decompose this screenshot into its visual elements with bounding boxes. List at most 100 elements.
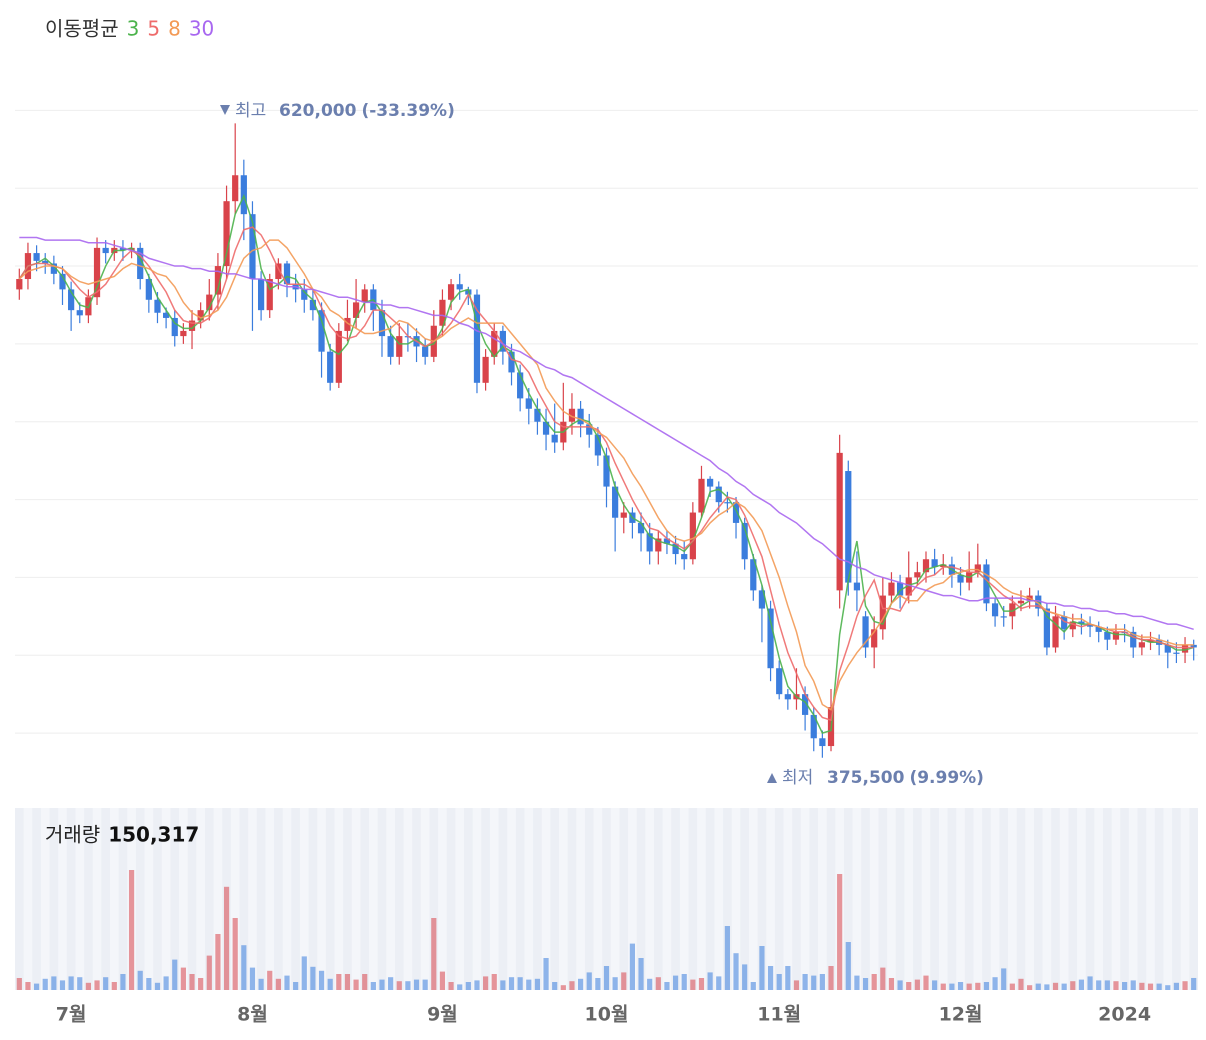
volume-stripe <box>533 808 542 990</box>
candle-body <box>577 408 584 425</box>
candle-body <box>991 603 999 617</box>
volume-stripe <box>792 808 801 990</box>
candle-body <box>188 320 196 331</box>
volume-stripe <box>947 808 957 990</box>
volume-bar <box>318 970 325 990</box>
volume-bar <box>77 977 83 990</box>
volume-stripe <box>584 808 594 990</box>
volume-bar <box>1018 978 1024 990</box>
candle-body <box>301 289 308 300</box>
volume-bar <box>1191 977 1197 990</box>
volume-stripe <box>153 808 162 990</box>
volume-bar <box>310 966 316 990</box>
volume-bar <box>767 966 774 990</box>
candle-body <box>1104 631 1111 640</box>
volume-stripe <box>671 808 680 990</box>
volume-bar <box>681 974 687 990</box>
volume-stripe <box>204 808 214 990</box>
volume-stripe <box>913 808 922 990</box>
candle-body <box>145 279 152 300</box>
candle-body <box>1052 616 1059 648</box>
candle-body <box>655 538 662 552</box>
candle-body <box>318 310 325 352</box>
volume-bar <box>1096 980 1102 990</box>
volume-bar <box>1165 985 1171 990</box>
legend-entry: 5 <box>147 17 160 41</box>
volume-stripe <box>567 808 577 990</box>
volume-bar <box>68 976 74 990</box>
max-value: 620,000 <box>279 101 357 121</box>
min-label: 최저 <box>782 768 813 788</box>
volume-stripe <box>412 808 421 990</box>
volume-bar <box>828 966 834 990</box>
candle-body <box>542 421 550 435</box>
volume-bar <box>474 980 480 990</box>
volume-bar <box>776 974 782 990</box>
volume-bar <box>638 958 644 990</box>
candle-body <box>1138 642 1145 648</box>
x-tick-label: 9월 <box>427 1004 458 1026</box>
volume-stripe <box>66 808 76 990</box>
candle-body <box>810 714 817 739</box>
volume-bar <box>128 870 135 990</box>
volume-bar <box>85 982 91 990</box>
candle-body <box>646 533 653 552</box>
min-change: (9.99%) <box>909 768 984 788</box>
volume-bar <box>232 918 238 990</box>
candle-body <box>862 616 869 648</box>
volume-stripe <box>688 808 698 990</box>
volume-bar <box>284 975 290 990</box>
volume-stripe <box>49 808 59 990</box>
candle-body <box>50 263 57 274</box>
volume-bar <box>1061 983 1067 990</box>
candle-body <box>1147 639 1154 643</box>
volume-stripe <box>1033 808 1043 990</box>
volume-bar <box>163 976 169 990</box>
volume-bar <box>1156 983 1162 990</box>
candle-body <box>249 214 256 280</box>
volume-bar <box>249 967 256 990</box>
candle-body <box>568 408 576 422</box>
volume-stripe <box>826 808 836 990</box>
candle-body <box>68 289 75 311</box>
candle-body <box>499 330 506 352</box>
volume-stripe <box>1068 808 1078 990</box>
candle-body <box>361 289 368 303</box>
volume-title: 거래량 <box>45 823 100 847</box>
volume-bar <box>724 926 730 990</box>
candle-body <box>42 260 49 264</box>
volume-bar <box>457 984 463 990</box>
candle-body <box>758 590 766 609</box>
volume-bar <box>742 964 748 990</box>
candle-body <box>327 351 334 383</box>
volume-bar <box>379 979 385 990</box>
candle-body <box>698 478 705 513</box>
candle-body <box>853 582 861 591</box>
candle-body <box>612 486 619 518</box>
candle-body <box>1009 603 1016 617</box>
x-tick-label: 7월 <box>56 1004 87 1026</box>
volume-bar <box>448 982 454 990</box>
volume-stripe <box>774 808 784 990</box>
candle-body <box>1112 631 1120 640</box>
volume-stripe <box>982 808 991 990</box>
volume-bar <box>137 970 143 990</box>
x-tick-label: 11월 <box>757 1004 801 1026</box>
volume-bar <box>42 978 48 990</box>
volume-bar <box>1130 980 1136 990</box>
candle-body <box>914 572 921 578</box>
volume-bar <box>854 975 860 990</box>
volume-bar <box>465 982 471 990</box>
volume-bar <box>1122 982 1128 990</box>
volume-stripe <box>1120 808 1129 990</box>
volume-bar <box>508 977 515 990</box>
volume-bar <box>206 955 212 990</box>
volume-stripe <box>135 808 145 990</box>
volume-stripe <box>964 808 974 990</box>
candle-body <box>387 336 394 357</box>
volume-bar <box>612 977 618 990</box>
volume-stripe <box>325 808 335 990</box>
candle-body <box>620 512 627 518</box>
volume-stripe <box>343 808 352 990</box>
volume-bar <box>388 977 394 990</box>
